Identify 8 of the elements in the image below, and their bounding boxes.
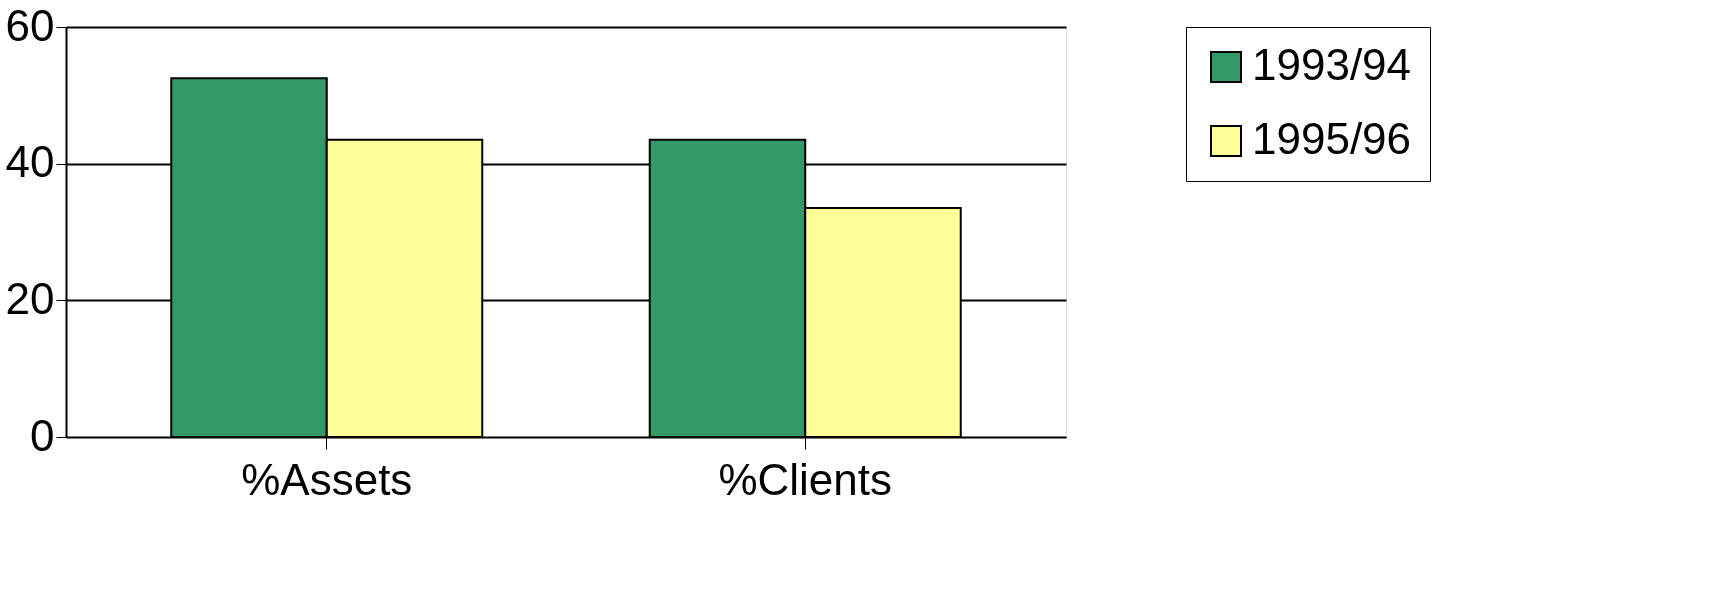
legend-label: 1995/96 bbox=[1252, 114, 1412, 163]
x-tick-label: %Clients bbox=[718, 454, 893, 504]
y-tick-label: 0 bbox=[30, 410, 55, 460]
x-tick-label: %Assets bbox=[241, 454, 413, 504]
legend-label: 1993/94 bbox=[1252, 40, 1412, 89]
y-tick-label: 60 bbox=[5, 0, 55, 50]
y-tick-label: 40 bbox=[5, 137, 55, 187]
y-tick-label: 20 bbox=[5, 273, 55, 323]
